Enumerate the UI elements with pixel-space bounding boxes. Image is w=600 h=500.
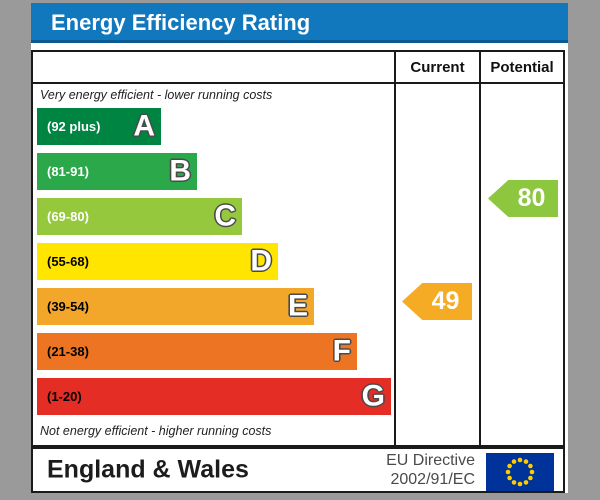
- band-row-d: (55-68) D: [37, 243, 278, 280]
- band-row-f: (21-38) F: [37, 333, 357, 370]
- current-rating-arrow: 49: [402, 283, 472, 320]
- band-row-e: (39-54) E: [37, 288, 314, 325]
- footer-bar: England & Wales EU Directive 2002/91/EC: [31, 447, 565, 493]
- current-rating-value: 49: [431, 287, 460, 315]
- band-bar-d: (55-68) D: [37, 243, 278, 280]
- band-letter-g: G: [361, 378, 385, 412]
- band-letter-f: F: [332, 333, 351, 367]
- title-bar: Energy Efficiency Rating: [31, 3, 568, 43]
- band-range-label-f: (21-38): [47, 344, 89, 359]
- band-row-g: (1-20) G: [37, 378, 391, 415]
- top-note: Very energy efficient - lower running co…: [40, 88, 273, 102]
- eu-directive-line1: EU Directive: [386, 451, 475, 469]
- band-bar-f: (21-38) F: [37, 333, 357, 370]
- band-range-label-a: (92 plus): [47, 119, 101, 134]
- band-bar-g: (1-20) G: [37, 378, 391, 415]
- band-letter-c: C: [214, 198, 236, 232]
- potential-column-header: Potential: [490, 58, 554, 76]
- current-column-divider: [394, 52, 396, 445]
- band-range-label-d: (55-68): [47, 254, 89, 269]
- rating-table: Current Potential Very energy efficient …: [31, 50, 565, 447]
- band-bar-b: (81-91) B: [37, 153, 197, 190]
- potential-rating-value: 80: [517, 184, 546, 212]
- band-bar-c: (69-80) C: [37, 198, 242, 235]
- band-row-a: (92 plus) A: [37, 108, 161, 145]
- bottom-note: Not energy efficient - higher running co…: [40, 424, 272, 438]
- eu-flag-icon: [486, 453, 554, 491]
- eu-directive-label: EU Directive 2002/91/EC: [386, 451, 475, 489]
- current-column-header: Current: [410, 58, 465, 76]
- band-bar-a: (92 plus) A: [37, 108, 161, 145]
- region-label: England & Wales: [47, 455, 249, 484]
- potential-rating-arrow: 80: [488, 180, 558, 217]
- band-range-label-e: (39-54): [47, 299, 89, 314]
- band-bar-e: (39-54) E: [37, 288, 314, 325]
- band-letter-d: D: [250, 243, 272, 277]
- potential-column-divider: [479, 52, 481, 445]
- eu-directive-line2: 2002/91/EC: [390, 471, 475, 488]
- header-divider: [33, 82, 563, 84]
- band-row-b: (81-91) B: [37, 153, 197, 190]
- page-title: Energy Efficiency Rating: [51, 10, 311, 35]
- band-letter-b: B: [169, 153, 191, 187]
- band-range-label-c: (69-80): [47, 209, 89, 224]
- band-range-label-b: (81-91): [47, 164, 89, 179]
- band-range-label-g: (1-20): [47, 389, 82, 404]
- band-row-c: (69-80) C: [37, 198, 242, 235]
- band-letter-a: A: [133, 108, 155, 142]
- band-letter-e: E: [287, 288, 308, 322]
